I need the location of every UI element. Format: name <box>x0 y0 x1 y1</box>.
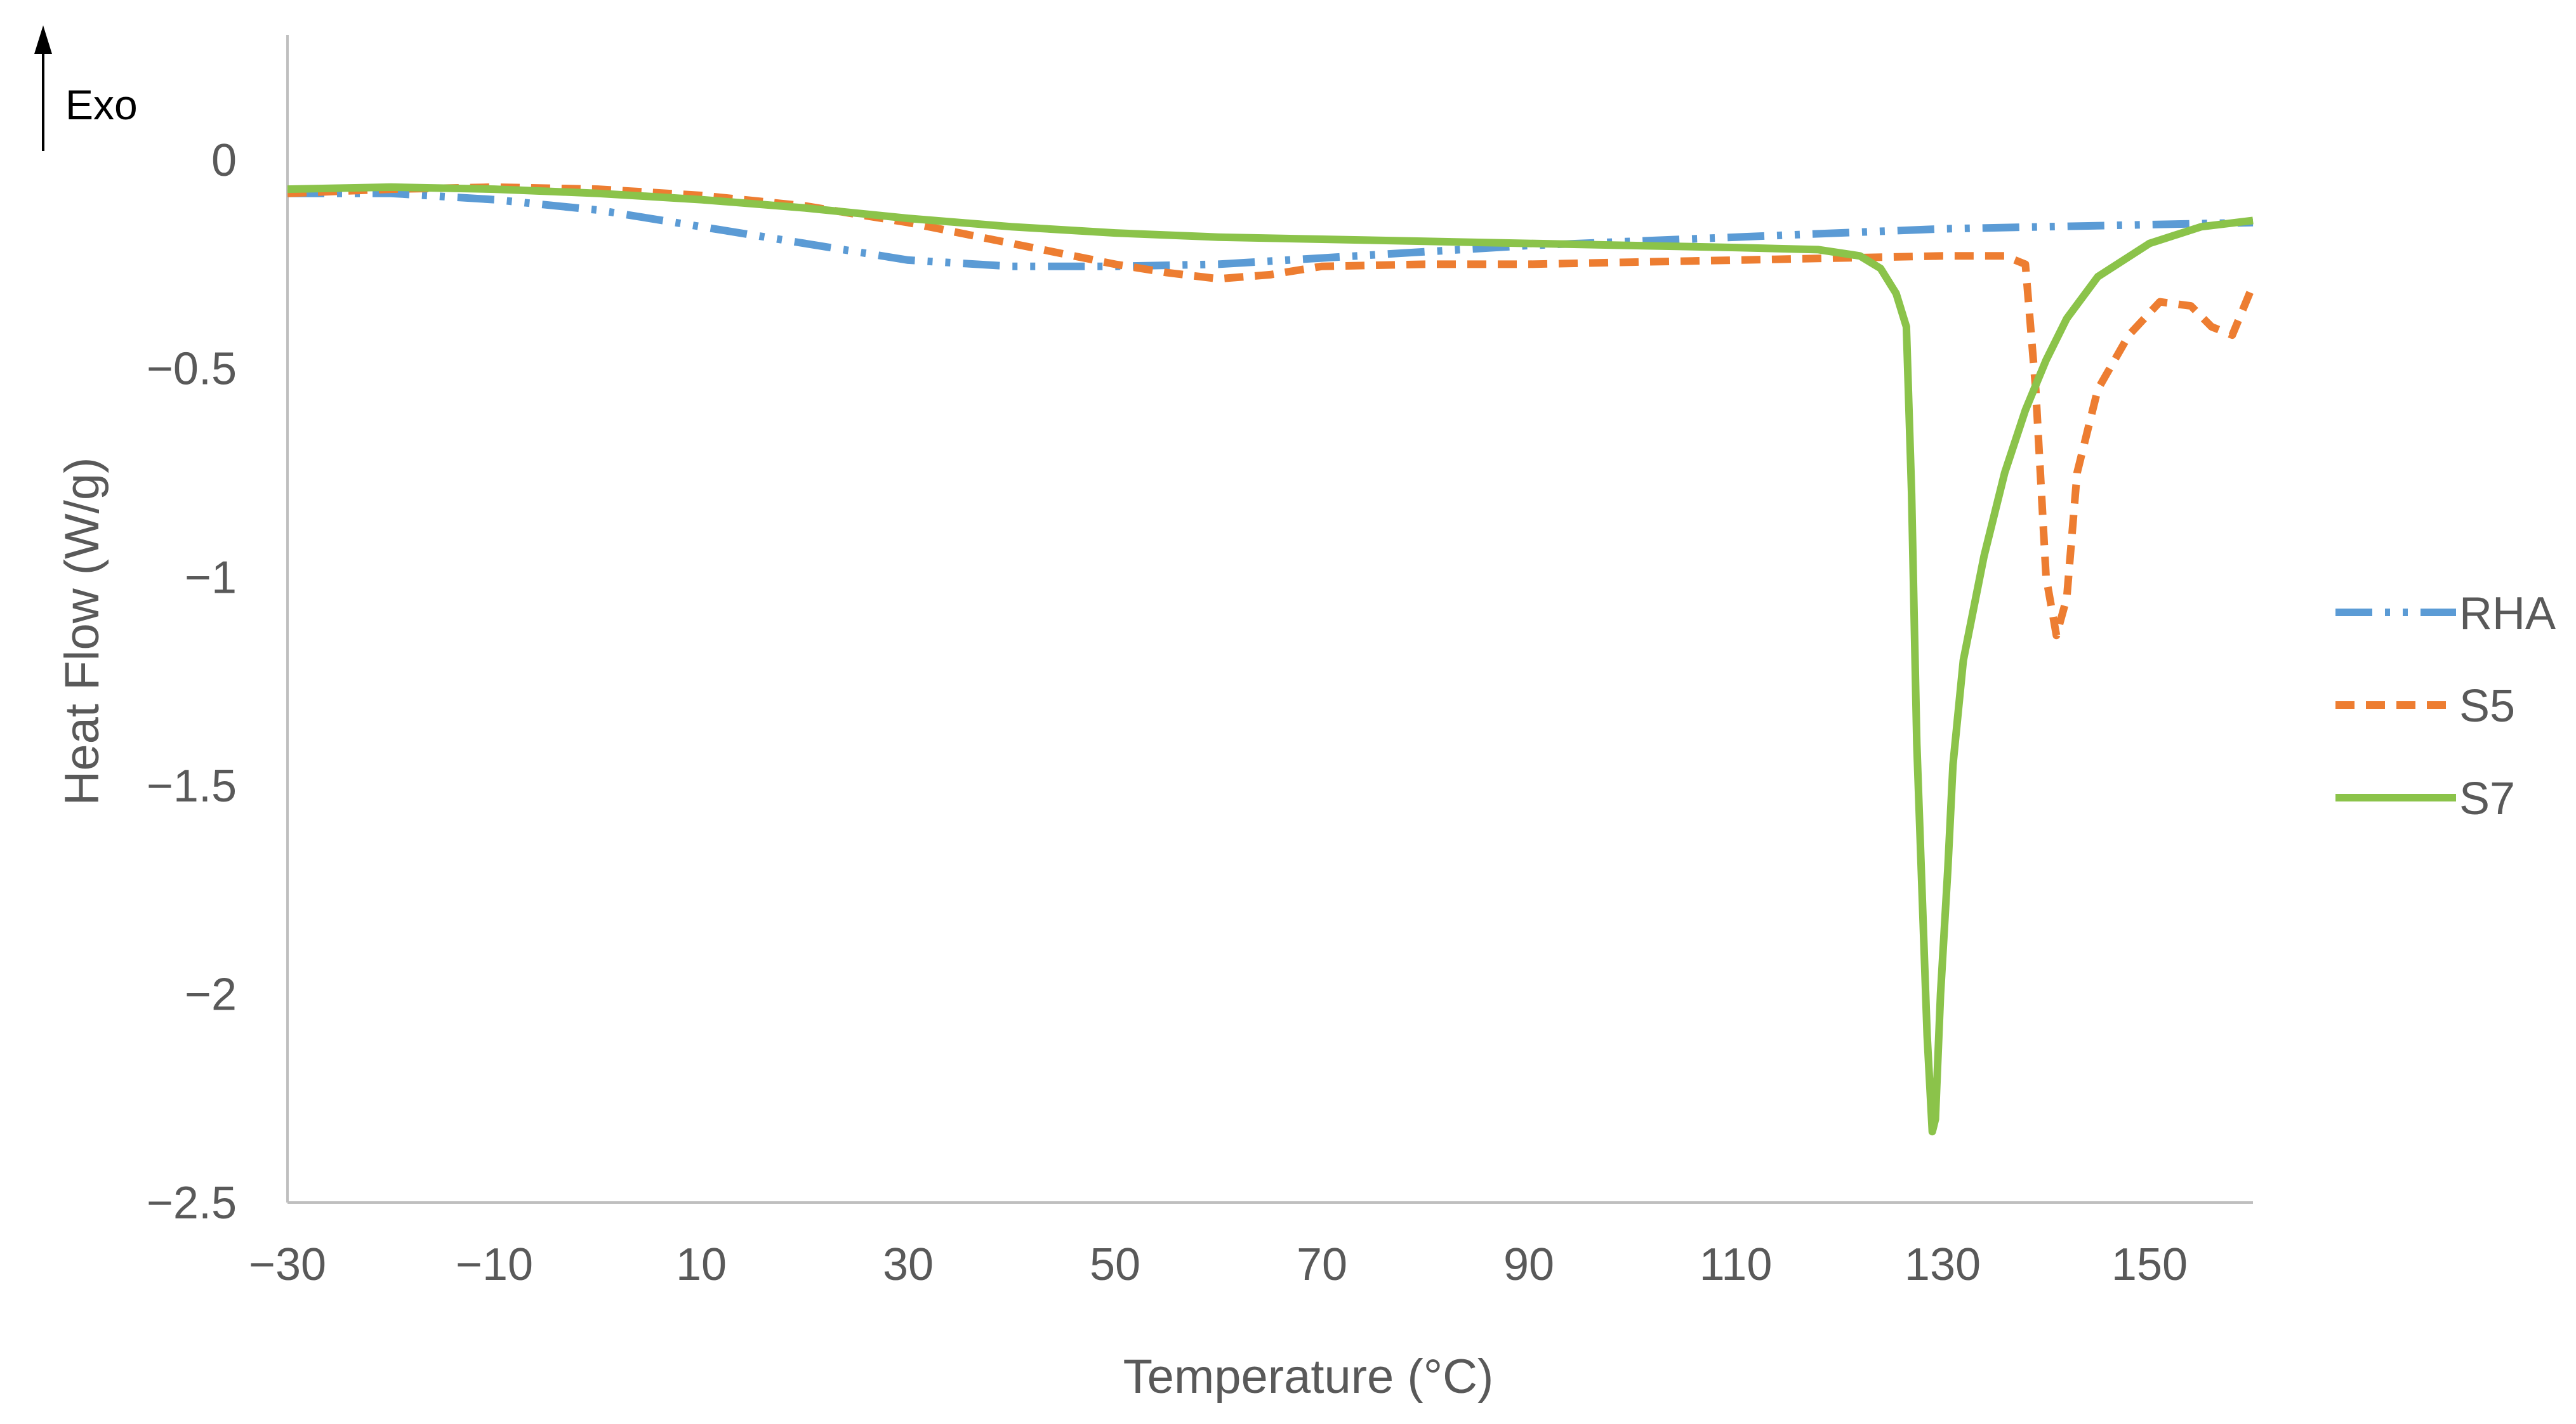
y-tick-label: 0 <box>211 135 237 186</box>
y-tick-label: −1 <box>185 552 237 603</box>
arrow-up-icon <box>34 25 52 54</box>
y-tick-labels: 0 −0.5 −1 −1.5 −2 −2.5 <box>147 135 237 1229</box>
x-tick-labels: −30 −10 10 30 50 70 90 110 130 150 <box>249 1239 2188 1290</box>
x-axis-title: Temperature (°C) <box>1123 1350 1494 1404</box>
series-line-s5 <box>287 183 2257 640</box>
y-tick-label: −2.5 <box>147 1178 237 1229</box>
x-tick-label: −30 <box>249 1239 326 1290</box>
exo-label: Exo <box>65 81 138 128</box>
series-line-rha <box>287 189 2254 270</box>
x-tick-label: 10 <box>676 1239 727 1290</box>
y-tick-label: −1.5 <box>147 761 237 812</box>
x-tick-label: −10 <box>456 1239 533 1290</box>
x-tick-label: 30 <box>883 1239 934 1290</box>
y-tick-label: −2 <box>185 969 237 1020</box>
legend-label-rha: RHA <box>2459 588 2556 639</box>
y-axis-title: Heat Flow (W/g) <box>55 458 109 806</box>
x-tick-label: 90 <box>1503 1239 1554 1290</box>
legend-label-s5: S5 <box>2459 681 2515 732</box>
series-line-s7 <box>287 183 2254 1136</box>
x-tick-label: 50 <box>1090 1239 1140 1290</box>
series-lines <box>287 183 2257 1136</box>
y-tick-label: −0.5 <box>147 344 237 395</box>
legend: RHA S5 S7 <box>2335 588 2556 824</box>
exo-annotation: Exo <box>34 25 138 151</box>
x-tick-label: 110 <box>1700 1239 1773 1290</box>
legend-label-s7: S7 <box>2459 774 2515 824</box>
x-tick-label: 70 <box>1297 1239 1347 1290</box>
x-tick-label: 130 <box>1905 1239 1981 1290</box>
axes <box>286 35 2253 1204</box>
x-tick-label: 150 <box>2111 1239 2188 1290</box>
